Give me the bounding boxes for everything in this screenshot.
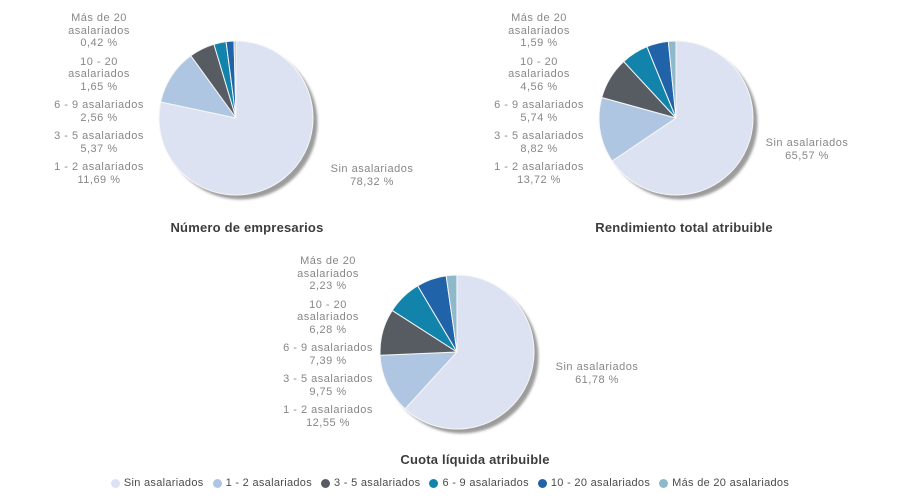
slice-label-pct: 78,32 % [350,176,394,188]
slice-label-name: 1 - 2 asalariados [54,161,144,173]
legend-item-1-2-asalariados: 1 - 2 asalariados [212,477,313,489]
legend-label: 10 - 20 asalariados [550,477,651,489]
slice-label-10-20: 10 - 20 asalariados 4,56 % [493,56,585,94]
legend-label: 6 - 9 asalariados [442,477,529,489]
pie-slice-sin-asalariados [611,40,754,196]
slice-label-name: 1 - 2 asalariados [494,161,584,173]
slice-label-pct: 13,72 % [517,173,561,186]
chart1-title: Número de empresarios [170,220,324,235]
slice-label-3-5: 3 - 5 asalariados 8,82 % [493,130,585,155]
slice-label-pct: 9,75 % [309,385,347,398]
legend-marker-6-9-asalariados [429,478,439,488]
legend-item-6-9-asalariados: 6 - 9 asalariados [429,477,529,489]
slice-label-3-5: 3 - 5 asalariados 9,75 % [282,373,374,398]
legend-marker-10-20-asalariados [537,478,547,488]
pie-slice-m-s-de-20-asalariados [233,40,237,119]
slice-label-pct: 0,42 % [80,37,118,49]
legend-item-10-20-asalariados: 10 - 20 asalariados [537,477,651,489]
legend: Sin asalariados 1 - 2 asalariados 3 - 5 … [0,477,900,489]
slice-label-pct: 5,37 % [80,142,118,155]
slice-label-name: 10 - 20 asalariados [68,55,130,81]
slice-label-name: 6 - 9 asalariados [283,342,373,354]
chart1-left-labels: Más de 20 asalariados 0,42 % 10 - 20 asa… [53,12,145,186]
slice-label-1-2: 1 - 2 asalariados 13,72 % [493,161,585,186]
legend-item-mas-de-20-asalariados: Más de 20 asalariados [659,477,789,489]
pie-slice-m-s-de-20-asalariados [445,274,458,353]
pie-chart-rendimiento-total-atribuible [598,40,758,200]
legend-label: 1 - 2 asalariados [225,477,313,489]
slice-label-pct: 8,82 % [520,142,558,155]
pie-slice-sin-asalariados [158,40,314,196]
pie-chart-cuota-liquida-atribuible [379,274,539,434]
slice-label-sin-asalariados: Sin asalariados 65,57 % [747,137,867,163]
legend-marker-1-2-asalariados [212,478,222,488]
slice-label-1-2: 1 - 2 asalariados 12,55 % [282,404,374,429]
pie-slice-1-2-asalariados [379,351,458,410]
slice-label-name: Sin asalariados [555,361,639,373]
pie-slice-sin-asalariados [404,274,535,430]
slice-label-mas-de-20: Más de 20 asalariados 1,59 % [493,12,585,50]
legend-marker-sin-asalariados [110,478,120,488]
slice-label-name: Más de 20 asalariados [297,255,359,280]
slice-label-pct: 5,74 % [520,111,558,124]
legend-marker-3-5-asalariados [321,478,331,488]
chart2-title: Rendimiento total atribuible [595,220,773,235]
slice-label-pct: 2,56 % [80,111,118,124]
slice-label-pct: 65,57 % [785,150,829,162]
slice-label-name: Más de 20 asalariados [508,12,570,37]
slice-label-name: Sin asalariados [765,137,849,149]
slice-label-name: 3 - 5 asalariados [54,130,144,142]
slice-label-pct: 12,55 % [306,416,350,429]
slice-label-6-9: 6 - 9 asalariados 7,39 % [282,342,374,367]
legend-item-sin-asalariados: Sin asalariados [110,477,204,489]
slice-label-name: Sin asalariados [330,163,414,175]
pie-slice-1-2-asalariados [598,97,677,162]
slice-label-pct: 7,39 % [309,354,347,367]
slice-label-name: Más de 20 asalariados [68,12,130,37]
slice-label-pct: 61,78 % [575,374,619,386]
slice-label-pct: 11,69 % [77,173,121,186]
slice-label-name: 1 - 2 asalariados [283,404,373,416]
slice-label-name: 10 - 20 asalariados [508,55,570,81]
slice-label-name: 10 - 20 asalariados [297,298,359,324]
chart2-left-labels: Más de 20 asalariados 1,59 % 10 - 20 asa… [493,12,585,186]
legend-label: Más de 20 asalariados [672,477,790,489]
slice-label-10-20: 10 - 20 asalariados 6,28 % [282,299,374,337]
chart3-title: Cuota líquida atribuible [400,452,550,467]
slice-label-10-20: 10 - 20 asalariados 1,65 % [53,56,145,94]
legend-marker-mas-de-20-asalariados [659,478,669,488]
slice-label-pct: 4,56 % [520,80,558,93]
slice-label-sin-asalariados: Sin asalariados 78,32 % [312,163,432,189]
slice-label-sin-asalariados: Sin asalariados 61,78 % [537,361,657,387]
slice-label-mas-de-20: Más de 20 asalariados 0,42 % [53,12,145,50]
slice-label-name: 3 - 5 asalariados [283,373,373,385]
slice-label-name: 3 - 5 asalariados [494,130,584,142]
slice-label-3-5: 3 - 5 asalariados 5,37 % [53,130,145,155]
legend-label: Sin asalariados [123,477,204,489]
legend-item-3-5-asalariados: 3 - 5 asalariados [321,477,420,489]
slice-label-name: 6 - 9 asalariados [494,99,584,111]
legend-label: 3 - 5 asalariados [334,477,421,489]
slice-label-name: 6 - 9 asalariados [54,99,144,111]
chart3-left-labels: Más de 20 asalariados 2,23 % 10 - 20 asa… [282,255,374,429]
pie-chart-numero-de-empresarios [158,40,318,200]
slice-label-6-9: 6 - 9 asalariados 2,56 % [53,99,145,124]
slice-label-pct: 2,23 % [309,280,347,292]
slice-label-pct: 1,59 % [520,37,558,49]
pie-slice-m-s-de-20-asalariados [667,40,677,119]
slice-label-mas-de-20: Más de 20 asalariados 2,23 % [282,255,374,293]
slice-label-pct: 1,65 % [80,80,118,93]
slice-label-6-9: 6 - 9 asalariados 5,74 % [493,99,585,124]
slice-label-pct: 6,28 % [309,323,347,336]
slice-label-1-2: 1 - 2 asalariados 11,69 % [53,161,145,186]
